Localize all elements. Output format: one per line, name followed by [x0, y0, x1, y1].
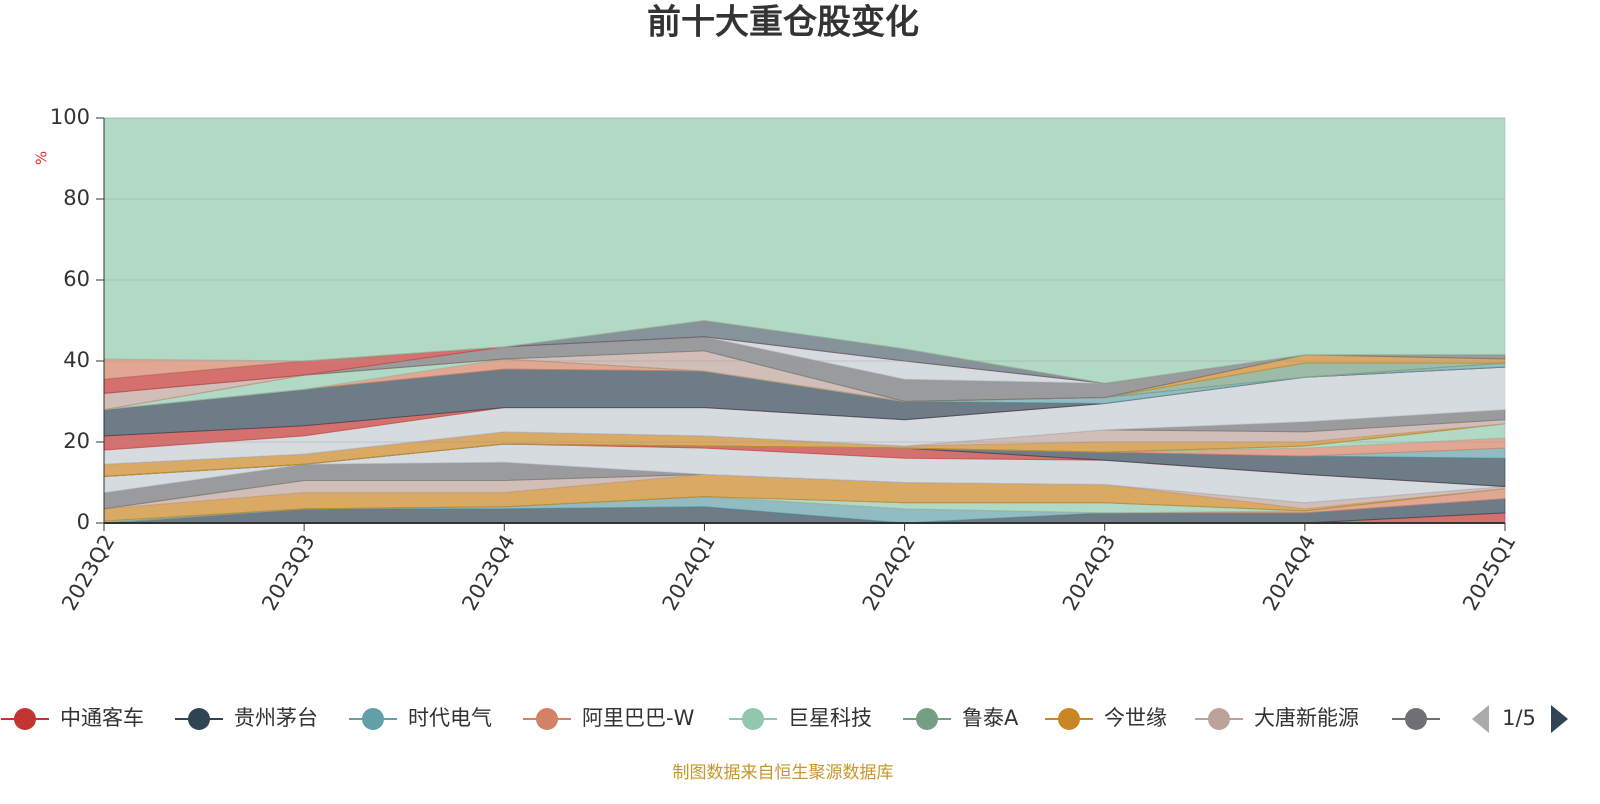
legend-label: 贵州茅台	[234, 706, 318, 730]
legend-marker	[742, 708, 764, 730]
x-tick-label: 2024Q1	[657, 531, 719, 615]
legend-marker	[1058, 708, 1080, 730]
x-tick-label: 2023Q4	[457, 531, 519, 615]
legend-label: 阿里巴巴-W	[582, 706, 695, 730]
legend-marker	[536, 708, 558, 730]
legend-prev	[1472, 705, 1489, 733]
chart-title: 前十大重仓股变化	[647, 3, 919, 43]
x-tick-label: 2024Q3	[1058, 531, 1120, 615]
legend-marker	[1208, 708, 1230, 730]
y-tick-label: 20	[63, 429, 90, 453]
x-tick-label: 2023Q2	[57, 531, 119, 615]
area	[103, 117, 1506, 384]
y-tick-label: 60	[63, 267, 90, 291]
y-axis-label: %	[33, 151, 51, 165]
legend-marker	[362, 708, 384, 730]
legend-label: 大唐新能源	[1254, 706, 1359, 730]
y-tick-label: 40	[63, 348, 90, 372]
legend-label: 巨星科技	[788, 706, 872, 730]
y-tick-label: 80	[63, 186, 90, 210]
x-tick-label: 2025Q1	[1458, 531, 1520, 615]
legend-label: 鲁泰A	[962, 706, 1019, 730]
x-tick-label: 2023Q3	[257, 531, 319, 615]
legend-label: 今世缘	[1104, 706, 1167, 730]
x-tick-label: 2024Q4	[1258, 531, 1320, 615]
legend-label: 中通客车	[60, 706, 144, 730]
y-tick-label: 100	[50, 105, 90, 129]
x-tick-label: 2024Q2	[858, 531, 920, 615]
legend-marker	[188, 708, 210, 730]
legend-marker	[14, 708, 36, 730]
plot-area	[103, 117, 1506, 524]
legend-marker	[916, 708, 938, 730]
legend-label: 时代电气	[408, 706, 492, 730]
legend: 中通客车 贵州茅台 时代电气 阿里巴巴-W 巨星科技 鲁泰A 今世缘 大唐新能源 1/5	[1, 705, 1568, 733]
source-note: 制图数据来自恒生聚源数据库	[673, 763, 894, 783]
legend-next[interactable]	[1551, 705, 1568, 733]
legend-page: 1/5	[1502, 706, 1536, 730]
legend-marker	[1405, 708, 1427, 730]
y-tick-label: 0	[77, 510, 90, 534]
